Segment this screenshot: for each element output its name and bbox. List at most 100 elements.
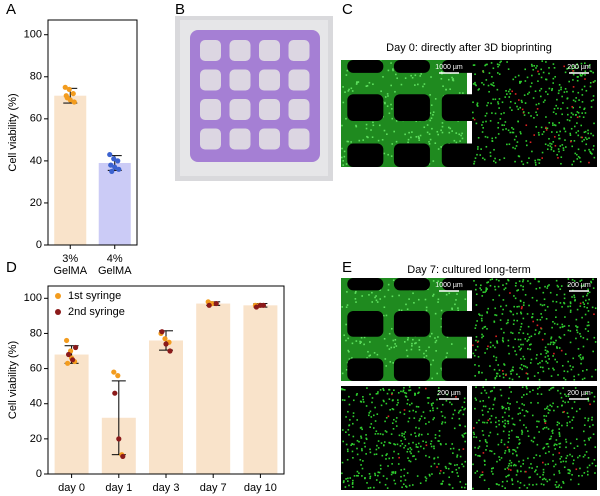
cell-speck xyxy=(575,318,578,321)
cell-speck xyxy=(561,95,563,98)
cell-speck xyxy=(481,319,483,322)
cell-speck xyxy=(479,476,481,478)
cell-speck xyxy=(576,331,579,334)
cell-speck xyxy=(427,433,429,435)
cell-speck xyxy=(550,405,553,408)
cell-speck xyxy=(547,367,550,370)
cell-speck xyxy=(550,337,552,340)
cell-speck xyxy=(573,294,575,297)
cell-speck xyxy=(501,124,504,126)
cell-speck xyxy=(417,298,420,301)
cell-speck xyxy=(530,439,533,442)
cell-speck xyxy=(566,107,569,109)
cell-speck xyxy=(445,467,448,470)
cell-speck xyxy=(540,126,543,129)
cell-speck xyxy=(499,118,502,120)
cell-speck xyxy=(441,403,444,406)
cell-speck xyxy=(458,467,460,469)
cell-speck xyxy=(581,73,584,75)
cell-speck xyxy=(523,414,526,417)
cell-speck xyxy=(559,442,562,445)
cell-speck xyxy=(591,462,594,465)
cell-speck xyxy=(558,422,561,425)
cell-speck xyxy=(458,424,461,426)
cell-speck xyxy=(558,470,560,472)
cell-speck xyxy=(407,399,409,401)
cell-speck xyxy=(508,474,510,476)
cell-speck xyxy=(565,146,567,148)
cell-speck xyxy=(519,442,521,444)
cell-speck xyxy=(414,432,416,434)
cell-speck xyxy=(496,433,499,436)
cell-speck xyxy=(441,131,444,134)
cell-speck xyxy=(538,378,541,381)
cell-speck xyxy=(524,80,527,82)
cell-speck xyxy=(565,457,568,459)
cell-speck xyxy=(463,397,466,400)
cell-speck xyxy=(396,404,398,406)
cell-speck xyxy=(374,296,376,299)
cell-speck xyxy=(572,86,575,88)
cell-speck xyxy=(557,157,559,159)
cell-speck xyxy=(428,456,431,458)
cell-speck xyxy=(342,160,345,162)
cell-speck xyxy=(527,338,530,341)
cell-speck xyxy=(369,477,371,480)
data-point xyxy=(111,369,117,375)
cell-speck xyxy=(346,140,349,143)
cell-speck xyxy=(486,311,489,314)
cell-speck xyxy=(414,394,416,396)
cell-speck xyxy=(360,336,363,339)
cell-speck xyxy=(386,344,389,347)
cell-speck xyxy=(342,164,345,166)
x-tick-label: 3% GelMA xyxy=(53,253,88,277)
data-point xyxy=(64,95,70,101)
cell-speck xyxy=(404,438,407,441)
cell-speck xyxy=(405,396,408,398)
cell-speck xyxy=(495,356,498,359)
cell-speck xyxy=(355,125,358,128)
cell-speck xyxy=(438,435,441,437)
cell-speck xyxy=(358,472,360,475)
cell-speck xyxy=(508,386,511,389)
cell-speck xyxy=(385,458,387,460)
cell-speck xyxy=(544,143,547,146)
cell-speck xyxy=(390,62,392,64)
data-point xyxy=(66,86,72,92)
cell-speck xyxy=(592,278,594,281)
cell-speck xyxy=(459,140,461,142)
cell-speck xyxy=(565,395,568,397)
cell-speck xyxy=(582,370,584,372)
cell-speck xyxy=(594,368,597,371)
cell-speck xyxy=(486,281,488,284)
cell-speck xyxy=(548,137,550,140)
cell-speck xyxy=(554,443,556,446)
cell-speck xyxy=(538,331,541,333)
cell-speck xyxy=(580,362,582,365)
cell-speck xyxy=(475,284,477,286)
cell-speck xyxy=(475,84,477,87)
cell-speck xyxy=(527,325,530,328)
cell-speck xyxy=(424,298,427,301)
cell-speck xyxy=(551,89,553,92)
cell-speck xyxy=(477,340,480,343)
cell-speck xyxy=(589,436,592,439)
cell-speck xyxy=(430,117,433,120)
cell-speck xyxy=(581,474,583,477)
cell-speck xyxy=(594,446,597,448)
cell-speck xyxy=(581,94,584,96)
cell-speck xyxy=(486,63,488,66)
cell-speck xyxy=(577,130,580,132)
cell-speck xyxy=(482,452,485,454)
cell-speck xyxy=(512,423,515,426)
cell-speck xyxy=(593,395,596,398)
cell-speck xyxy=(489,431,492,434)
cell-speck xyxy=(509,370,512,373)
cell-speck xyxy=(562,460,565,463)
cell-speck xyxy=(428,346,430,349)
cell-speck xyxy=(567,472,570,474)
cell-speck xyxy=(445,399,448,402)
cell-speck xyxy=(594,472,596,474)
cell-speck xyxy=(584,149,586,152)
cell-speck xyxy=(507,321,509,324)
